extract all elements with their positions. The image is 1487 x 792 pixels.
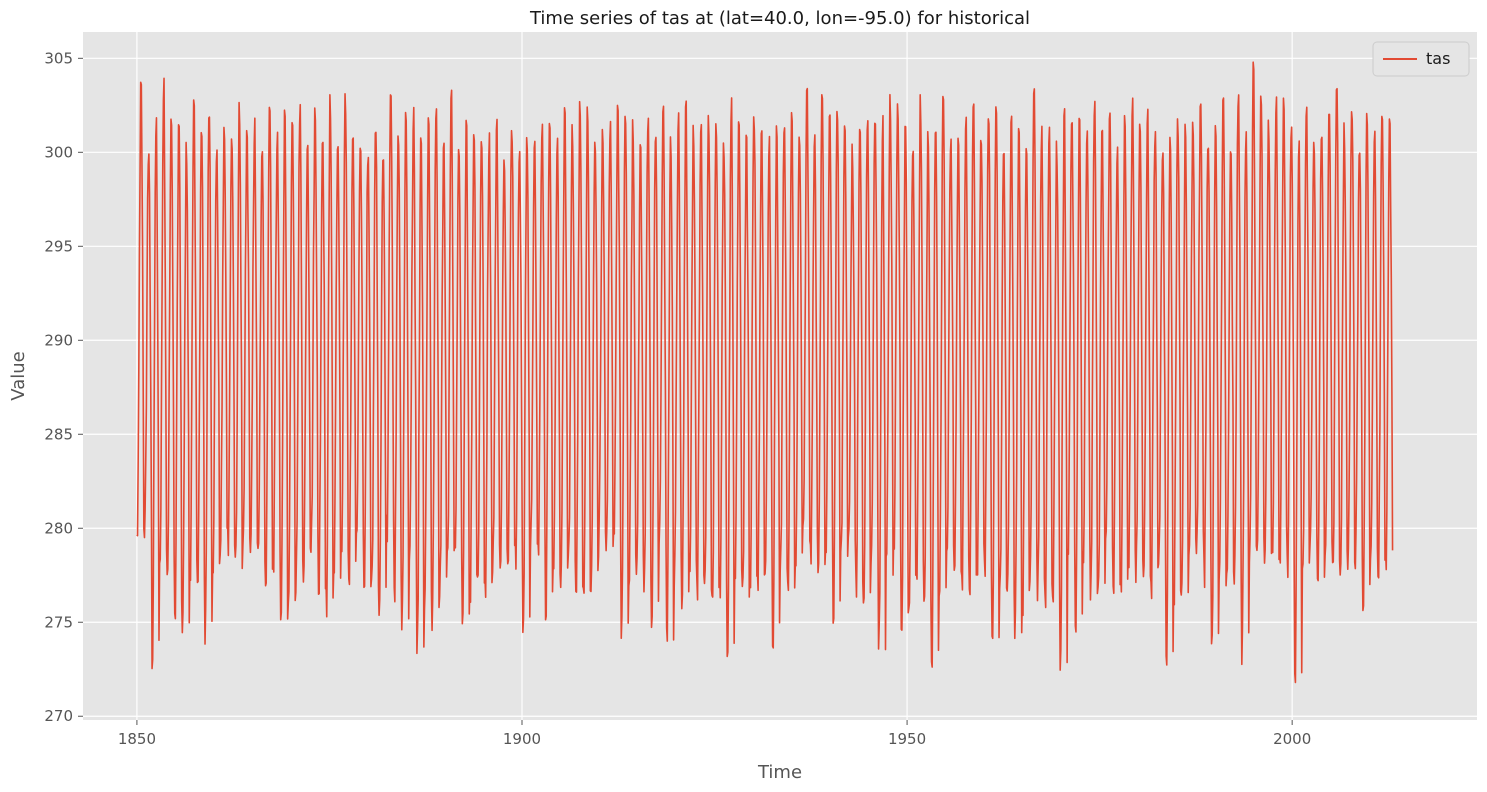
- x-tick-label: 1850: [118, 730, 156, 748]
- y-tick-label: 305: [44, 49, 73, 67]
- series-line-tas: [136, 61, 1394, 684]
- x-axis-ticks: 1850 1900 1950 2000: [118, 720, 1311, 748]
- legend: tas: [1372, 41, 1470, 77]
- y-tick-label: 280: [44, 519, 73, 537]
- x-tick-label: 1900: [503, 730, 541, 748]
- y-tick-label: 290: [44, 331, 73, 349]
- y-tick-label: 295: [44, 237, 73, 255]
- x-axis-label: Time: [757, 762, 802, 783]
- y-axis-ticks: 270 275 280 285 290 295 300 305: [44, 49, 83, 725]
- y-axis-label: Value: [8, 351, 29, 400]
- chart-title: Time series of tas at (lat=40.0, lon=-95…: [529, 8, 1030, 29]
- x-tick-label: 1950: [888, 730, 926, 748]
- legend-label-tas: tas: [1426, 49, 1450, 68]
- y-tick-label: 275: [44, 613, 73, 631]
- y-tick-label: 270: [44, 707, 73, 725]
- y-tick-label: 300: [44, 143, 73, 161]
- y-tick-label: 285: [44, 425, 73, 443]
- legend-box: [1372, 41, 1470, 77]
- x-tick-label: 2000: [1273, 730, 1311, 748]
